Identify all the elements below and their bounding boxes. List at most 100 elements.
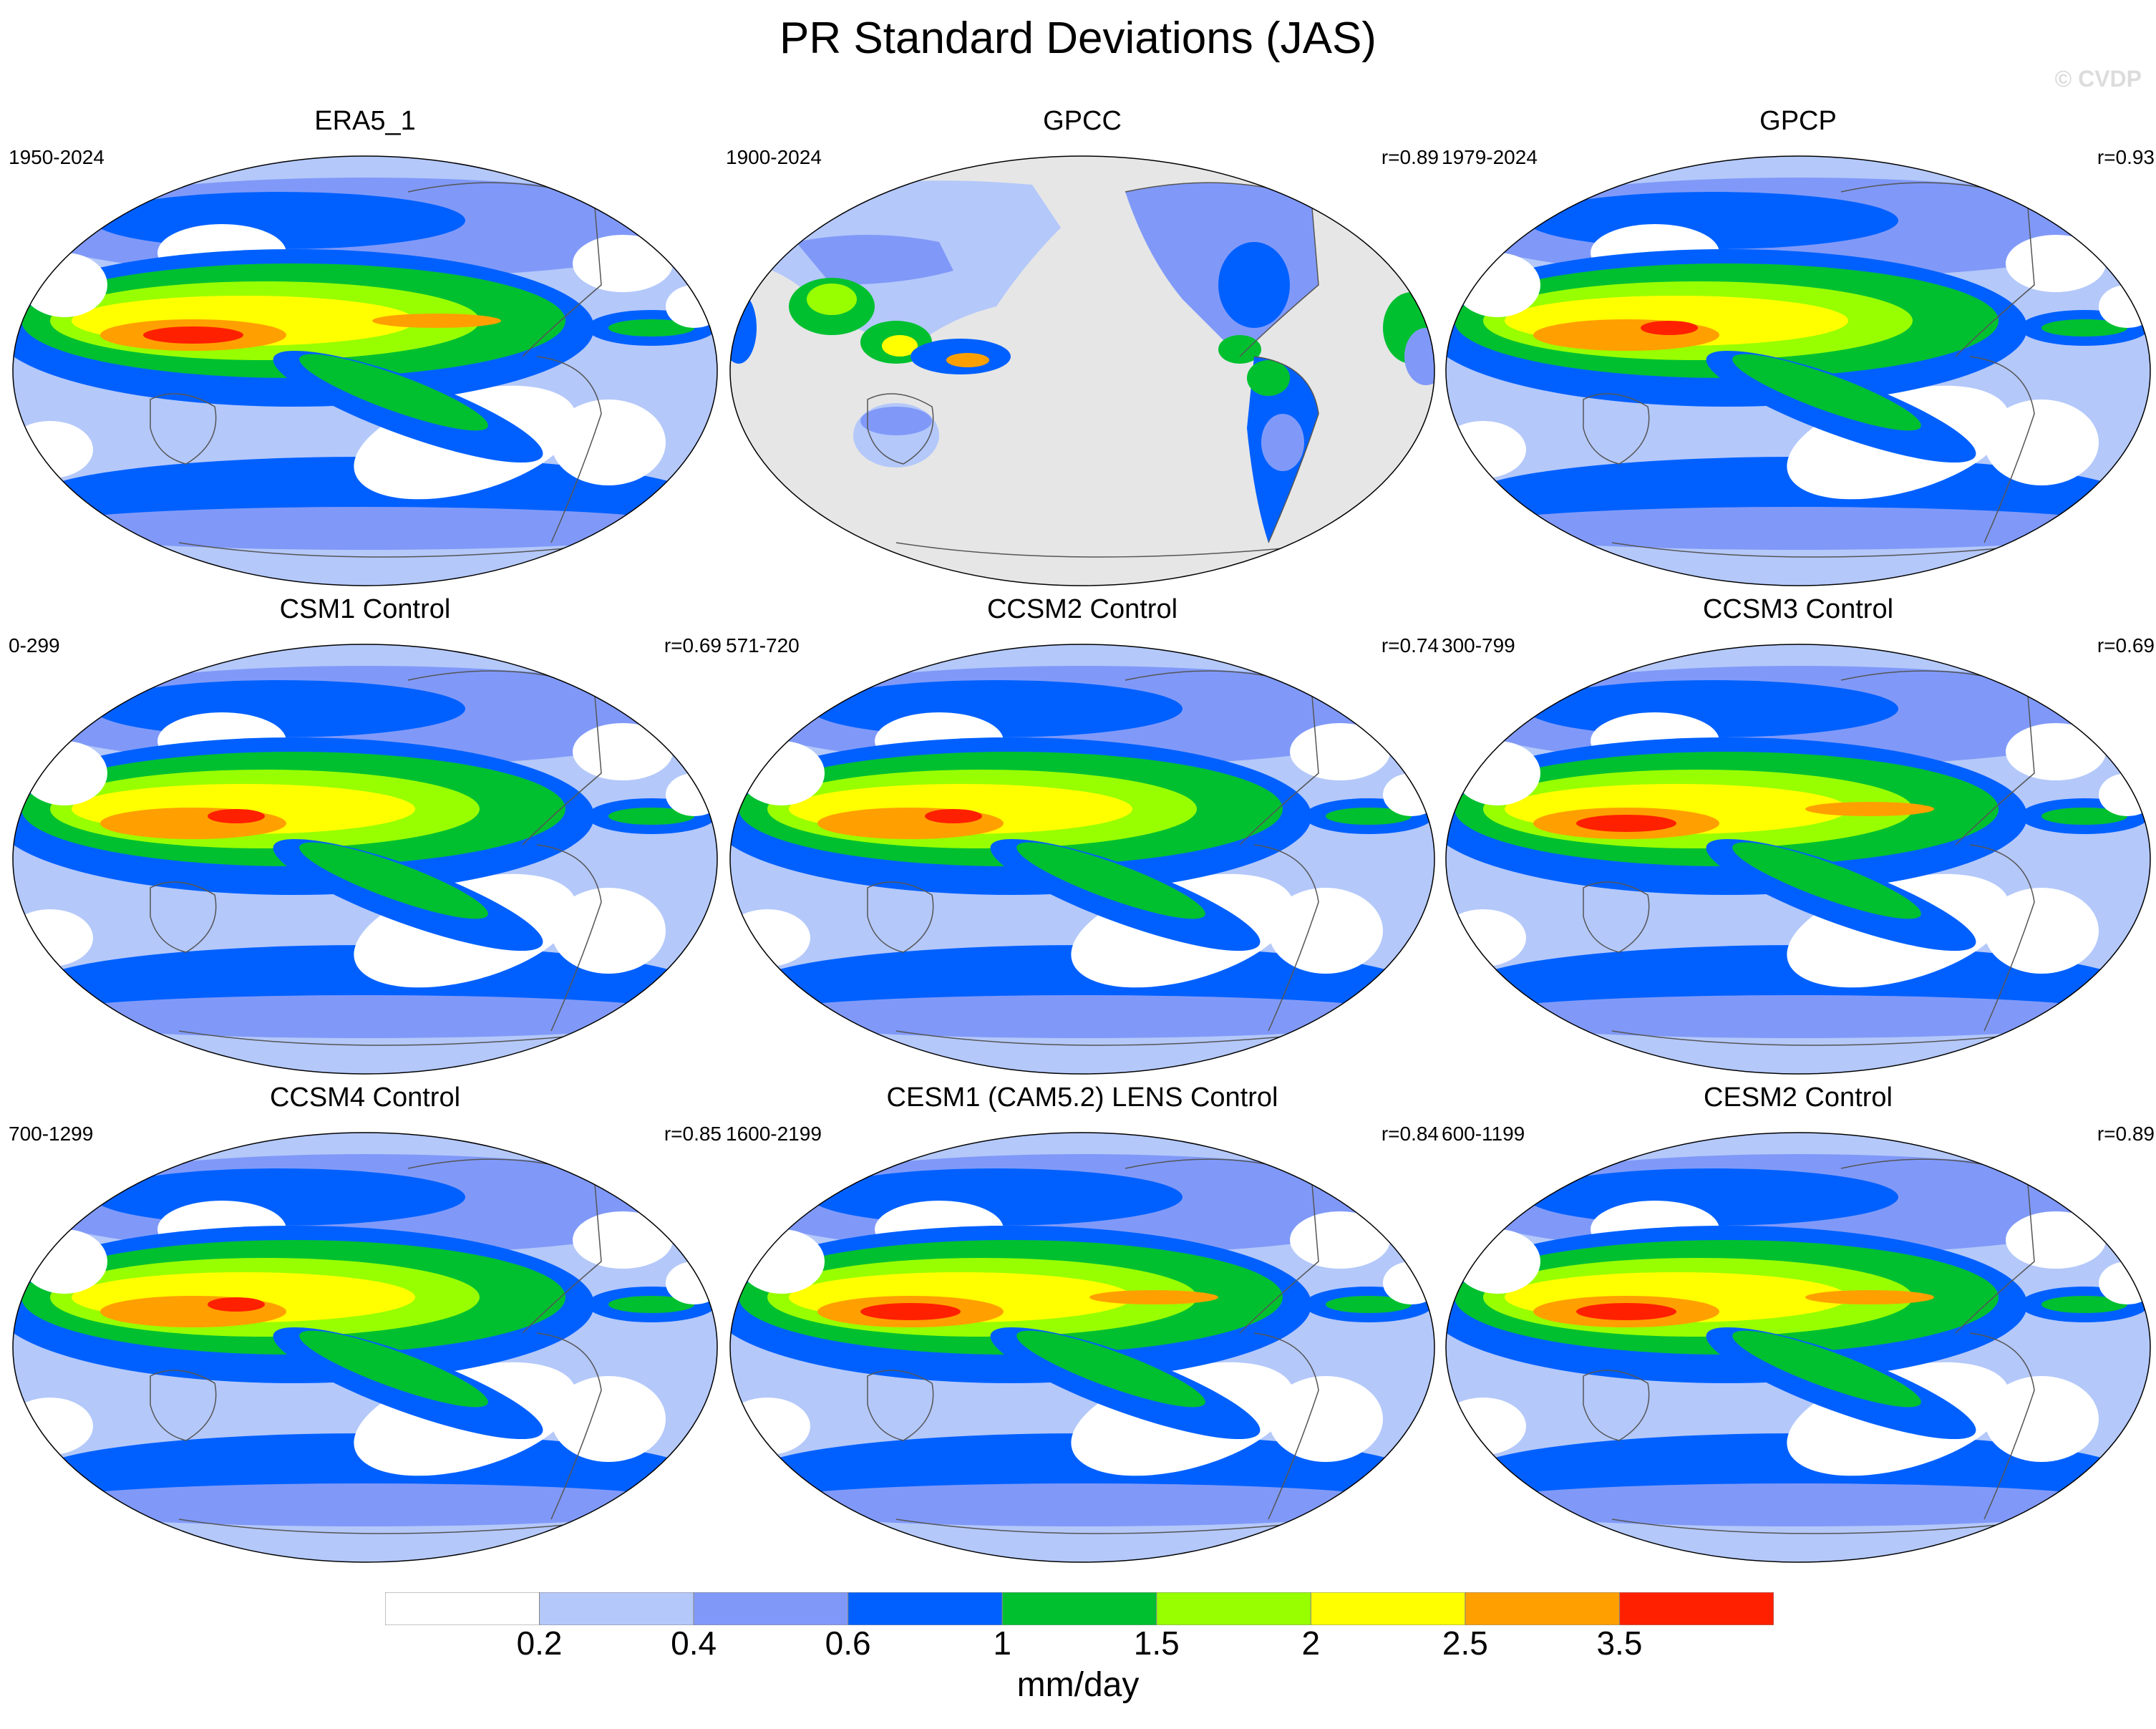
colorbar-tick-label: 0.4: [671, 1624, 717, 1662]
panel-correlation: r=0.85: [664, 1123, 722, 1145]
precip-contour: [1016, 842, 1205, 919]
map-border: [12, 1132, 718, 1563]
precip-contour: [608, 319, 694, 336]
precip-contour: [573, 1211, 673, 1269]
panel-correlation: r=0.89: [1381, 146, 1439, 168]
panel-title: GPCC: [1043, 106, 1122, 136]
precip-contour: [882, 335, 918, 357]
map-panel: CCSM2 Control 571-720 r=0.74: [724, 594, 1440, 1088]
panel-years: 1900-2024: [726, 146, 822, 168]
precip-contour: [666, 285, 717, 328]
panel-years: 700-1299: [9, 1123, 94, 1145]
colorbar-units: mm/day: [1016, 1666, 1140, 1704]
panel-years: 0-299: [9, 634, 60, 657]
precip-contour: [1247, 360, 1290, 396]
precip-contour: [1383, 1261, 1434, 1304]
precip-contour: [860, 407, 932, 435]
world-map: [1445, 1132, 2151, 1563]
panel-correlation: r=0.74: [1381, 634, 1439, 657]
precip-contour: [1805, 802, 1934, 816]
map-panel: CESM1 (CAM5.2) LENS Control 1600-2199 r=0.…: [724, 1083, 1440, 1577]
precip-contour: [666, 1261, 717, 1304]
map-border: [12, 644, 718, 1075]
map-panel: GPCC 1900-2024 r=0.89: [724, 106, 1440, 600]
panel-title: CESM2 Control: [1704, 1083, 1893, 1113]
world-map: [1445, 644, 2151, 1075]
world-map: [12, 155, 718, 586]
precip-contour: [2041, 808, 2127, 825]
colorbar-swatch: [848, 1592, 1003, 1625]
precip-contour: [860, 1303, 961, 1320]
map-panel: CESM2 Control 600-1199 r=0.89: [1440, 1083, 2156, 1577]
map-panel: CSM1 Control 0-299 r=0.69: [7, 594, 723, 1088]
precip-contour: [730, 909, 810, 967]
world-map: [729, 644, 1435, 1075]
precip-contour: [1984, 1376, 2099, 1462]
colorbar-swatch: [1001, 1592, 1157, 1625]
panel-title: CCSM2 Control: [986, 594, 1178, 624]
map-panel: ERA5_1 1950-2024: [7, 106, 723, 600]
precip-contour: [730, 1398, 810, 1455]
coastlines: [867, 1158, 1341, 1534]
panel-correlation: r=0.89: [2097, 1123, 2155, 1145]
precip-contour: [551, 888, 666, 974]
precip-contour: [1404, 328, 1434, 385]
colorbar-tick-label: 3.5: [1596, 1624, 1643, 1662]
world-map: [729, 1132, 1435, 1563]
panel-correlation: r=0.69: [2097, 634, 2155, 657]
precip-contour: [1218, 242, 1290, 328]
colorbar-swatch: [1618, 1592, 1774, 1625]
precip-contour: [1576, 1303, 1676, 1320]
precip-contour: [372, 314, 501, 328]
precip-contour: [573, 723, 673, 780]
precip-contour: [608, 808, 694, 825]
panel-correlation: r=0.93: [2097, 146, 2155, 168]
coastlines: [867, 670, 1341, 1046]
land-asia-interior: [796, 235, 953, 285]
panel-title: CCSM4 Control: [269, 1083, 461, 1113]
precip-contour: [1576, 815, 1676, 832]
ocean-mask: [730, 156, 1434, 586]
precip-contour: [946, 353, 989, 367]
precip-contour: [208, 809, 265, 823]
precip-contour: [29, 995, 701, 1038]
precip-contour: [1290, 723, 1390, 780]
coastlines: [150, 182, 623, 558]
precip-contour: [143, 326, 243, 344]
precip-contour: [1455, 741, 1540, 805]
precip-contour: [1984, 888, 2099, 974]
map-border: [729, 1132, 1435, 1563]
map-panel: CCSM4 Control 700-1299 r=0.85: [7, 1083, 723, 1577]
precip-contour: [1446, 909, 1526, 967]
precip-contour: [13, 421, 93, 478]
map-border: [1445, 1132, 2151, 1563]
precip-contour: [2041, 1296, 2127, 1313]
precip-contour: [1455, 1229, 1540, 1294]
precip-contour: [1984, 399, 2099, 485]
panel-years: 300-799: [1442, 634, 1515, 657]
precip-contour: [730, 292, 757, 364]
colorbar-tick-label: 1.5: [1133, 1624, 1180, 1662]
precip-contour: [29, 1483, 701, 1526]
precip-contour: [1462, 507, 2135, 550]
precip-contour: [13, 1398, 93, 1455]
colorbar-swatch: [693, 1592, 849, 1625]
precip-contour: [2099, 1261, 2150, 1304]
precip-contour: [1326, 1296, 1412, 1313]
panel-years: 1979-2024: [1442, 146, 1538, 168]
panel-title: ERA5_1: [314, 106, 416, 136]
precip-contour: [1732, 842, 1921, 919]
colorbar-swatch: [1156, 1592, 1311, 1625]
precip-contour: [2006, 1211, 2106, 1269]
panel-correlation: r=0.84: [1381, 1123, 1439, 1145]
colorbar-tick-label: 2.5: [1442, 1624, 1488, 1662]
map-border: [729, 155, 1435, 586]
colorbar-swatch: [1310, 1592, 1466, 1625]
precip-contour: [1455, 253, 1540, 317]
precip-contour: [1268, 1376, 1383, 1462]
precip-contour: [2006, 235, 2106, 292]
precip-contour: [2041, 319, 2127, 336]
panel-years: 1600-2199: [726, 1123, 822, 1145]
precip-contour: [1326, 808, 1412, 825]
panel-years: 600-1199: [1442, 1123, 1525, 1145]
